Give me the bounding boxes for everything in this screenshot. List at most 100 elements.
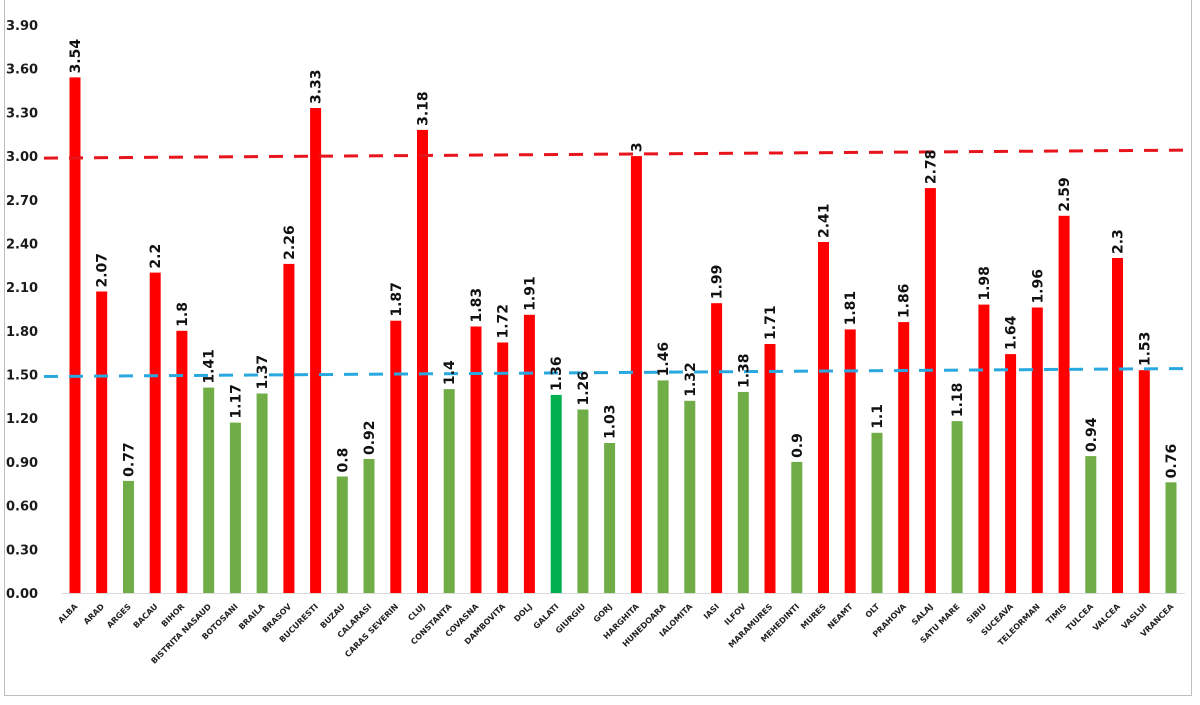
bar-calarasi — [363, 459, 375, 593]
bar-cluj — [417, 129, 428, 593]
bar-covasna — [470, 326, 482, 593]
data-label: 0.92 — [362, 420, 378, 455]
bar-arad — [96, 291, 108, 593]
data-label: 1.96 — [1030, 269, 1046, 304]
data-label: 1.41 — [202, 349, 218, 384]
lower-threshold-line — [43, 367, 1193, 378]
data-label: 1.32 — [683, 362, 699, 397]
y-tick-label: 0.30 — [6, 543, 38, 558]
data-label: 1.03 — [603, 404, 619, 439]
category-label: CARAS SEVERIN — [343, 602, 400, 659]
y-tick-label: 3.30 — [6, 106, 38, 121]
y-tick-label: 1.20 — [6, 412, 38, 427]
data-label: 2.07 — [95, 253, 111, 288]
data-label: 1.71 — [763, 305, 779, 340]
data-label: 1.26 — [576, 371, 592, 406]
category-label: GORJ — [592, 602, 614, 624]
upper-threshold-line — [43, 148, 1193, 160]
bar-gorj — [604, 443, 616, 593]
bar-sibiu — [978, 304, 990, 593]
y-tick-label: 2.70 — [6, 194, 38, 209]
data-label: 1.36 — [549, 356, 565, 391]
category-label: NEAMT — [826, 602, 855, 631]
category-label: BACAU — [132, 602, 160, 630]
data-label: 1.4 — [442, 360, 458, 385]
data-label: 1.87 — [389, 282, 405, 317]
bar-mures — [818, 242, 829, 593]
bar-ialomita — [684, 400, 696, 593]
category-label: ARGES — [105, 602, 133, 630]
data-labels: 3.54 2.07 0.77 2.2 1.8 1.41 1.17 1.37 2.26 3.33 0.… — [68, 39, 1180, 479]
bar-satu-mare — [951, 421, 963, 593]
data-label: 1.91 — [522, 276, 538, 311]
bar-hunedoara — [657, 380, 669, 593]
data-label: 1.81 — [843, 291, 859, 326]
data-label: 0.94 — [1084, 417, 1100, 452]
category-label: SIBIU — [965, 602, 989, 626]
data-label: 1.18 — [950, 383, 966, 418]
bar-neamt — [844, 329, 856, 593]
category-label: CLUJ — [406, 602, 427, 623]
bar-brasov — [283, 263, 295, 593]
bar-bacau — [149, 272, 161, 593]
chart-frame — [4, 0, 1192, 696]
y-tick-label: 0.00 — [6, 587, 38, 602]
data-label: 1.53 — [1137, 332, 1153, 367]
y-tick-label: 0.90 — [6, 456, 38, 471]
bar-vrancea — [1165, 482, 1177, 593]
category-label: IASI — [702, 602, 721, 621]
data-label: 2.2 — [148, 244, 164, 269]
bar-galati — [550, 394, 562, 593]
bar-teleorman — [1031, 307, 1043, 593]
bar-bistrita-nasaud — [203, 387, 215, 593]
data-label: 1.37 — [255, 355, 271, 390]
y-tick-label: 1.50 — [6, 369, 38, 384]
data-label: 1.17 — [228, 384, 244, 419]
bar-botosani — [229, 422, 241, 593]
data-label: 2.3 — [1111, 229, 1127, 254]
data-label: 1.46 — [656, 342, 672, 377]
category-label: ALBA — [56, 601, 80, 625]
bar-braila — [256, 393, 268, 593]
bar-harghita — [630, 156, 642, 593]
data-label: 0.77 — [121, 442, 137, 477]
bar-buzau — [336, 476, 348, 593]
data-label: 2.26 — [282, 225, 298, 260]
data-label: 1.86 — [897, 284, 913, 319]
category-label: ARAD — [82, 602, 106, 626]
bar-maramures — [764, 344, 776, 593]
bar-tulcea — [1085, 456, 1097, 593]
data-label: 1.98 — [977, 266, 993, 301]
data-label: 0.8 — [335, 448, 351, 473]
data-label: 0.9 — [790, 433, 806, 458]
bar-dolj — [523, 314, 535, 593]
category-label: SALAJ — [910, 602, 935, 627]
bar-dambovita — [497, 342, 509, 593]
bar-giurgiu — [577, 409, 589, 593]
bar-timis — [1058, 215, 1070, 594]
bar-mehedinti — [791, 461, 803, 593]
y-tick-label: 3.90 — [6, 19, 38, 34]
data-label: 1.1 — [870, 404, 886, 429]
bar-valcea — [1112, 258, 1123, 593]
bars — [69, 77, 1177, 594]
data-label: 2.78 — [923, 150, 939, 185]
category-label: DOLJ — [512, 602, 534, 624]
bar-suceava — [1005, 354, 1017, 593]
data-label: 1.64 — [1004, 315, 1020, 350]
data-label: 1.83 — [469, 288, 485, 323]
category-label: BIHOR — [160, 602, 187, 629]
data-label: 1.99 — [710, 265, 726, 300]
bar-alba — [69, 77, 81, 593]
bar-bucuresti — [310, 108, 322, 593]
category-label: ILFOV — [723, 601, 749, 627]
data-label: 3.33 — [309, 69, 325, 104]
bar-bihor — [176, 330, 188, 593]
y-tick-label: 0.60 — [6, 500, 38, 515]
bar-ilfov — [737, 392, 749, 593]
bar-vaslui — [1138, 370, 1150, 593]
data-label: 1.72 — [496, 304, 512, 339]
y-tick-label: 2.10 — [6, 281, 38, 296]
y-tick-label: 3.00 — [6, 150, 38, 165]
